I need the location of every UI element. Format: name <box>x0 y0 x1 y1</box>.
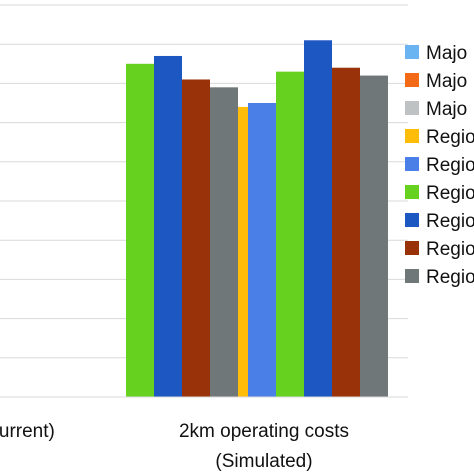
legend-swatch <box>405 157 419 171</box>
legend-swatch <box>405 241 419 255</box>
legend-label: Majo <box>426 71 467 92</box>
bar <box>304 40 332 397</box>
legend-label: Regio <box>426 267 474 288</box>
category-labels: Current) 2km operating costs (Simulated) <box>0 421 349 472</box>
legend-swatch <box>405 269 419 283</box>
legend-label: Regio <box>426 211 474 232</box>
legend-label: Majo <box>426 99 467 120</box>
legend-swatch <box>405 73 419 87</box>
legend-swatch <box>405 101 419 115</box>
category-label: 2km operating costs <box>179 421 349 442</box>
category-label: Current) <box>0 421 55 442</box>
bar <box>332 67 360 397</box>
bar <box>182 79 210 397</box>
bar <box>154 55 182 398</box>
category-label: (Simulated) <box>215 451 312 472</box>
legend: Majo Majo Majo Regio Regio Regio Regio Regio Reg… <box>405 43 474 288</box>
bar <box>210 87 238 397</box>
bar <box>360 75 388 397</box>
legend-swatch <box>405 45 419 59</box>
legend-label: Majo <box>426 43 467 64</box>
legend-label: Regio <box>426 155 474 176</box>
legend-swatch <box>405 185 419 199</box>
bar <box>276 71 304 397</box>
legend-swatch <box>405 213 419 227</box>
legend-label: Regio <box>426 127 474 148</box>
legend-swatch <box>405 129 419 143</box>
bars <box>126 40 388 398</box>
bar <box>126 63 154 398</box>
legend-label: Regio <box>426 239 474 260</box>
legend-label: Regio <box>426 183 474 204</box>
bar <box>248 103 276 397</box>
